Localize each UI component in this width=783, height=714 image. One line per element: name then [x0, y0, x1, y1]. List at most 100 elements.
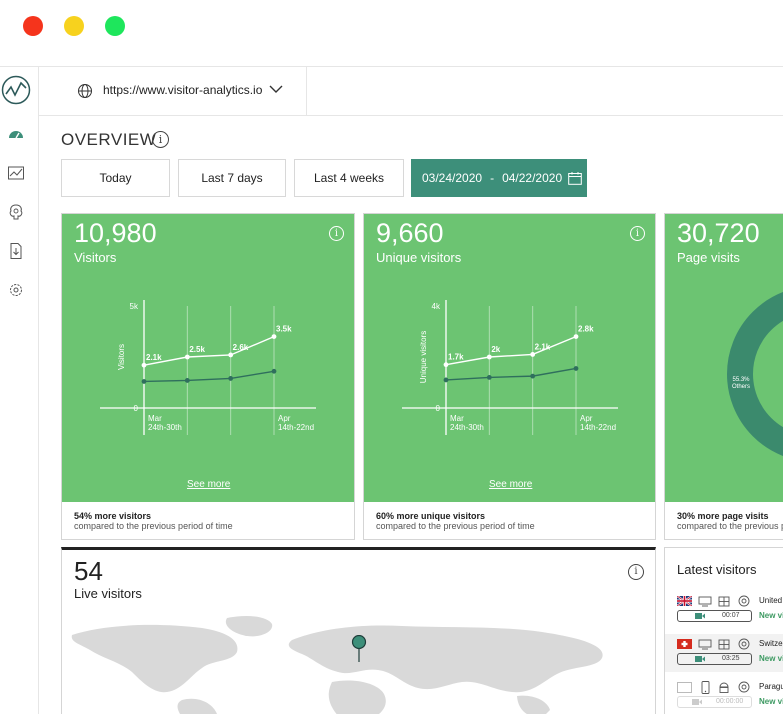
minimize-window-button[interactable]: [64, 16, 84, 36]
live-info-icon[interactable]: i: [628, 564, 644, 580]
page-visits-change-note: compared to the previous period of time: [677, 521, 783, 531]
blank-flag-icon: [677, 682, 692, 693]
visitors-change-note: compared to the previous period of time: [74, 521, 233, 531]
map-southeast-asia: [517, 695, 550, 714]
line-chart-icon[interactable]: [7, 164, 25, 182]
sidebar: [0, 67, 39, 714]
url-divider: [306, 67, 307, 115]
location-pin-icon[interactable]: [351, 635, 367, 663]
chart-point: [486, 375, 492, 380]
map-eurasia: [288, 625, 603, 693]
swiss-flag-icon: [677, 639, 692, 649]
close-window-button[interactable]: [23, 16, 43, 36]
page-visits-pie-pct: 55.3%: [732, 377, 750, 383]
chrome-icon: [738, 681, 750, 693]
filter-last-7-days-button[interactable]: Last 7 days: [178, 159, 286, 197]
chart-point: [486, 354, 492, 360]
chart-point: [573, 334, 579, 339]
visit-duration-pill: 03:25: [677, 653, 752, 665]
map-greenland: [225, 616, 273, 637]
chevron-down-icon[interactable]: [269, 84, 283, 94]
visitors-info-icon[interactable]: i: [329, 226, 344, 241]
window-titlebar: [0, 0, 783, 67]
chart-data-label: 2k: [491, 345, 500, 354]
latest-visitor-row[interactable]: Switzerland 03:25 New visitor: [665, 634, 783, 672]
chart-y-tick-label: 4k: [432, 302, 441, 311]
info-icon[interactable]: i: [152, 131, 169, 148]
chart-data-label: 1.7k: [448, 353, 464, 362]
unique-visitors-label: Unique visitors: [376, 250, 462, 265]
video-camera-icon: [695, 613, 705, 619]
filter-last-4-weeks-button[interactable]: Last 4 weeks: [294, 159, 404, 197]
windows-icon: [718, 639, 730, 650]
page-visits-change-summary: 30% more page visits: [677, 511, 769, 521]
maximize-window-button[interactable]: [105, 16, 125, 36]
brain-icon[interactable]: [7, 203, 25, 221]
live-visitors-count: 54: [74, 556, 103, 586]
logo-trend-icon[interactable]: [1, 75, 31, 105]
filter-today-label: Today: [99, 171, 132, 185]
chart-point: [271, 334, 277, 339]
visitors-card: 10,980 Visitors i 5k 0 Visitors Mar 24th-30t…: [61, 213, 355, 540]
latest-visitors-title: Latest visitors: [677, 562, 757, 577]
page-visits-donut: 55.3% Others: [727, 292, 783, 456]
map-north-america: [71, 624, 238, 693]
date-range-separator: -: [490, 171, 495, 185]
video-camera-icon: [695, 656, 705, 662]
visitor-country: Paraguay: [759, 682, 783, 691]
chart-x-tick-label: 24th-30th: [450, 423, 484, 432]
visitors-see-more-link[interactable]: See more: [187, 479, 231, 490]
visit-duration: 00:07: [722, 612, 740, 619]
calendar-icon: [568, 171, 582, 185]
live-visitors-panel: 54 Live visitors i: [61, 547, 656, 714]
chart-data-label: 3.5k: [276, 325, 292, 334]
unique-visitors-change-note: compared to the previous period of time: [376, 521, 535, 531]
settings-gear-icon[interactable]: [7, 281, 25, 299]
latest-visitor-row[interactable]: Paraguay 00:00:00 New visitor: [665, 681, 783, 714]
page-visits-label: Page visits: [677, 250, 740, 265]
unique-visitors-see-more-link[interactable]: See more: [489, 479, 533, 490]
chart-x-tick-label: Mar: [148, 414, 162, 423]
chart-point: [184, 354, 190, 360]
visitors-total: 10,980: [74, 218, 157, 248]
visitors-label: Visitors: [74, 250, 117, 265]
page-visits-card: 30,720 Page visits 55.3% Others 30% more…: [664, 213, 783, 540]
desktop-icon: [698, 596, 712, 607]
video-camera-icon: [692, 699, 702, 705]
map-south-america: [177, 698, 217, 714]
chart-series-line: [143, 370, 275, 383]
visitor-country: United Kingdom: [759, 596, 783, 605]
latest-visitors-panel: Latest visitors United Kingdom 00:07 New…: [664, 547, 783, 714]
chart-x-tick-label: Apr: [278, 414, 291, 423]
chart-point: [141, 362, 147, 368]
chart-point: [228, 352, 234, 358]
live-visitors-label: Live visitors: [74, 586, 142, 601]
filter-last-7-days-label: Last 7 days: [201, 171, 263, 185]
date-range-picker[interactable]: 03/24/2020 - 04/22/2020: [411, 159, 587, 197]
chrome-icon: [738, 595, 750, 607]
filter-today-button[interactable]: Today: [61, 159, 170, 197]
chart-point: [141, 379, 147, 384]
map-africa: [328, 680, 386, 714]
latest-visitor-row[interactable]: United Kingdom 00:07 New visitor: [665, 595, 783, 639]
chart-data-label: 2.8k: [578, 325, 594, 334]
chart-point: [443, 362, 449, 368]
world-map[interactable]: [62, 610, 656, 714]
chart-x-tick-label: 14th-22nd: [278, 423, 314, 432]
unique-visitors-card: 9,660 Unique visitors i 4k 0 Unique visito…: [363, 213, 656, 540]
chart-x-tick-label: 24th-30th: [148, 423, 182, 432]
dashboard-gauge-icon[interactable]: [7, 125, 25, 143]
chart-point: [443, 377, 449, 383]
download-report-icon[interactable]: [7, 242, 25, 260]
uk-flag-icon: [677, 596, 692, 606]
site-url[interactable]: https://www.visitor-analytics.io: [103, 83, 263, 97]
visitors-change-summary: 54% more visitors: [74, 511, 152, 521]
chart-data-label: 2.1k: [535, 342, 551, 351]
unique-visitors-info-icon[interactable]: i: [630, 226, 645, 241]
visit-duration: 03:25: [722, 655, 740, 662]
chart-point: [228, 376, 234, 381]
unique-visitors-card-body: 9,660 Unique visitors i 4k 0 Unique visito…: [364, 214, 655, 502]
filter-last-4-weeks-label: Last 4 weeks: [313, 171, 385, 185]
chrome-icon: [738, 638, 750, 650]
